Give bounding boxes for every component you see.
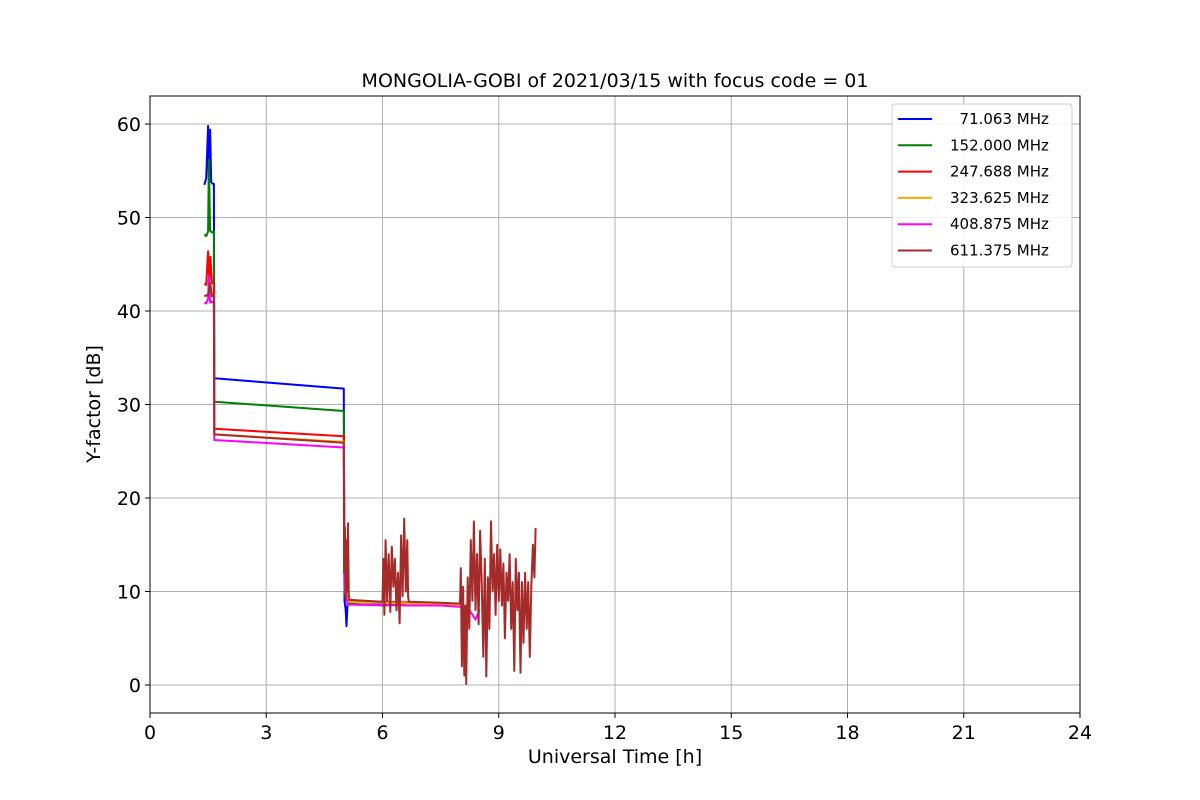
series-line-2: [203, 158, 406, 607]
legend-label-6: 611.375 MHz: [950, 242, 1049, 260]
series-line-1: [203, 124, 402, 628]
x-tick-label: 0: [144, 722, 156, 744]
x-tick-label: 6: [376, 722, 388, 744]
series-line-6: [204, 282, 537, 685]
y-tick-label: 0: [129, 675, 141, 697]
legend-label-1: 71.063 MHz: [950, 110, 1049, 128]
legend-label-4: 323.625 MHz: [950, 189, 1049, 207]
y-tick-label: 60: [117, 114, 141, 136]
x-tick-label: 9: [493, 722, 505, 744]
series-layer: [203, 124, 537, 685]
x-tick-label: 24: [1068, 722, 1092, 744]
x-axis-label: Universal Time [h]: [528, 746, 702, 768]
y-axis-label: Y-factor [dB]: [83, 345, 105, 464]
y-tick-label: 50: [117, 208, 141, 230]
y-tick-label: 30: [117, 395, 141, 417]
y-tick-label: 10: [117, 581, 141, 603]
x-tick-label: 3: [260, 722, 272, 744]
y-tick-label: 40: [117, 301, 141, 323]
ticks: 0 3 6 9 12 15 18 21 24 0 10 20 30 40 50 60: [117, 114, 1092, 744]
legend: 71.063 MHz 152.000 MHz 247.688 MHz 323.625 …: [891, 103, 1073, 268]
x-tick-label: 18: [835, 722, 859, 744]
chart-title: MONGOLIA-GOBI of 2021/03/15 with focus c…: [362, 70, 869, 92]
legend-label-5: 408.875 MHz: [950, 215, 1049, 233]
x-tick-label: 15: [719, 722, 743, 744]
x-tick-label: 21: [952, 722, 976, 744]
series-line-5: [203, 274, 481, 621]
gridlines: [149, 96, 1081, 713]
series-line-3: [203, 250, 461, 605]
legend-label-2: 152.000 MHz: [950, 136, 1049, 154]
y-tick-label: 20: [117, 488, 141, 510]
legend-box: [891, 103, 1073, 268]
legend-label-3: 247.688 MHz: [950, 163, 1049, 181]
x-tick-label: 12: [603, 722, 627, 744]
